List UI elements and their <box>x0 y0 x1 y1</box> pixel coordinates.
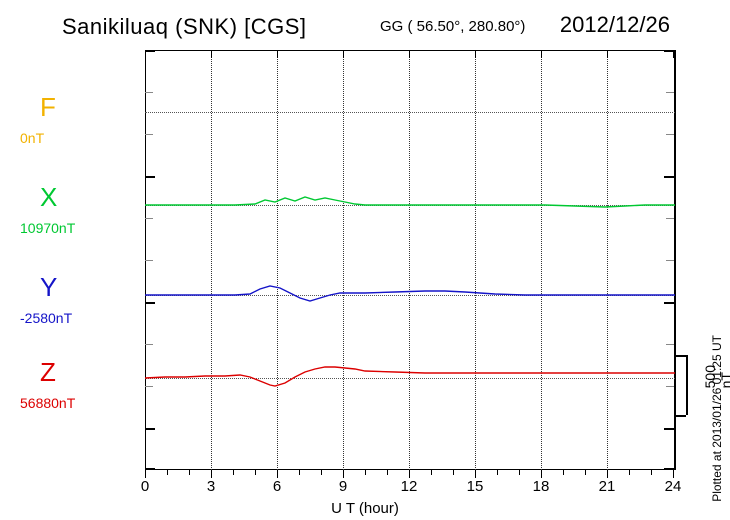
xtick-minor <box>321 470 322 475</box>
ytick-major-right <box>664 176 674 178</box>
ytick-minor-right <box>666 92 674 93</box>
xtick-label-0: 0 <box>141 478 149 495</box>
panel-sub-z: 56880nT <box>20 395 75 411</box>
xtick-top-6 <box>277 50 278 58</box>
xtick-minor <box>167 470 168 475</box>
xtick-minor <box>431 470 432 475</box>
xtick-minor <box>387 470 388 475</box>
xtick-label-24: 24 <box>665 478 682 495</box>
panel-sub-f: 0nT <box>20 130 44 146</box>
coordinates-label: GG ( 56.50°, 280.80°) <box>380 18 525 35</box>
xtick-12 <box>409 470 410 478</box>
xtick-18 <box>541 470 542 478</box>
trace-x <box>145 185 675 225</box>
xtick-label-6: 6 <box>273 478 281 495</box>
xtick-minor <box>651 470 652 475</box>
xtick-minor <box>585 470 586 475</box>
panel-label-y: Y <box>40 272 57 303</box>
xtick-minor <box>255 470 256 475</box>
xtick-minor <box>365 470 366 475</box>
ytick-minor-right <box>666 386 674 387</box>
xtick-minor <box>233 470 234 475</box>
ytick-major-right <box>664 50 674 52</box>
station-title: Sanikiluaq (SNK) [CGS] <box>62 14 307 40</box>
xtick-3 <box>211 470 212 478</box>
ytick-major-right <box>664 428 674 430</box>
ytick-major <box>145 176 155 178</box>
xtick-top-18 <box>541 50 542 58</box>
magnetometer-chart: Sanikiluaq (SNK) [CGS] GG ( 56.50°, 280.… <box>0 0 730 520</box>
ytick-minor <box>145 92 153 93</box>
trace-z <box>145 358 675 398</box>
xtick-top-3 <box>211 50 212 58</box>
xtick-9 <box>343 470 344 478</box>
xtick-minor <box>563 470 564 475</box>
xtick-minor <box>299 470 300 475</box>
xtick-minor <box>497 470 498 475</box>
ytick-minor <box>145 344 153 345</box>
ytick-minor <box>145 134 153 135</box>
ytick-major <box>145 428 155 430</box>
xtick-label-21: 21 <box>599 478 616 495</box>
ytick-minor-right <box>666 134 674 135</box>
ytick-major-right <box>664 468 674 470</box>
date-label: 2012/12/26 <box>560 12 670 38</box>
xtick-label-9: 9 <box>339 478 347 495</box>
xtick-minor <box>189 470 190 475</box>
xtick-top-9 <box>343 50 344 58</box>
ytick-minor-right <box>666 344 674 345</box>
panel-sub-y: -2580nT <box>20 310 72 326</box>
ytick-major <box>145 302 155 304</box>
ytick-minor-right <box>666 218 674 219</box>
xaxis-title: U T (hour) <box>331 500 399 517</box>
ytick-minor-right <box>666 260 674 261</box>
xtick-label-3: 3 <box>207 478 215 495</box>
xtick-label-12: 12 <box>401 478 418 495</box>
xtick-top-21 <box>607 50 608 58</box>
xtick-6 <box>277 470 278 478</box>
xtick-21 <box>607 470 608 478</box>
ytick-minor <box>145 218 153 219</box>
xtick-label-18: 18 <box>533 478 550 495</box>
ytick-minor <box>145 260 153 261</box>
xtick-minor <box>519 470 520 475</box>
panel-sub-x: 10970nT <box>20 220 75 236</box>
panel-label-f: F <box>40 92 56 123</box>
ytick-major <box>145 50 155 52</box>
trace-y <box>145 275 675 315</box>
xtick-minor <box>453 470 454 475</box>
panel-label-x: X <box>40 182 57 213</box>
plotted-at-label: Plotted at 2013/01/26 01:25 UT <box>710 335 724 502</box>
xtick-0 <box>145 470 146 478</box>
xtick-top-15 <box>475 50 476 58</box>
ytick-major-right <box>664 302 674 304</box>
xtick-15 <box>475 470 476 478</box>
xtick-top-12 <box>409 50 410 58</box>
xtick-label-15: 15 <box>467 478 484 495</box>
xtick-minor <box>629 470 630 475</box>
ytick-major <box>145 468 155 470</box>
ytick-minor <box>145 386 153 387</box>
xtick-24 <box>673 470 674 478</box>
trace-f <box>145 95 675 131</box>
panel-label-z: Z <box>40 357 56 388</box>
